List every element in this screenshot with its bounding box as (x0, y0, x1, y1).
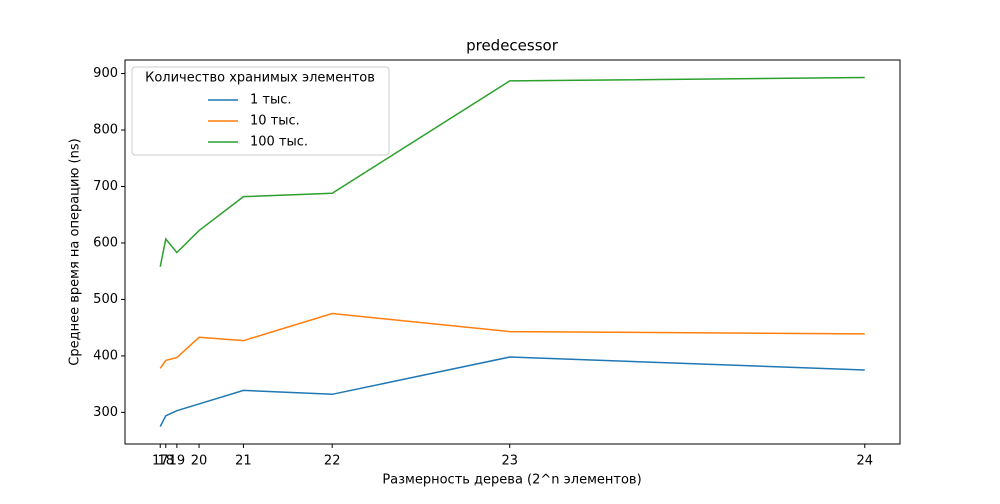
y-axis-label: Среднее время на операцию (ns) (68, 138, 83, 365)
plot-frame (124, 59, 901, 445)
legend-label: 10 тыс. (250, 114, 300, 129)
y-tick-label: 900 (93, 66, 118, 81)
series-line (159, 76, 865, 267)
x-tick-label: 24 (856, 454, 873, 469)
x-tick-label: 22 (324, 454, 341, 469)
y-tick-label: 300 (93, 405, 118, 420)
y-tick-label: 500 (93, 292, 118, 307)
legend-label: 100 тыс. (250, 135, 308, 150)
series-line (159, 356, 865, 427)
chart-title: predecessor (466, 37, 559, 55)
y-tick-label: 600 (93, 235, 118, 250)
y-tick-label: 700 (93, 179, 118, 194)
x-tick-label: 17 (152, 454, 169, 469)
x-tick-label: 23 (501, 454, 518, 469)
x-tick-label: 19 (169, 454, 186, 469)
x-tick-label: 18 (158, 454, 175, 469)
legend-box (131, 66, 390, 156)
x-tick-label: 21 (235, 454, 252, 469)
y-tick-label: 400 (93, 348, 118, 363)
x-axis-label: Размерность дерева (2^n элементов) (382, 473, 641, 488)
x-tick-label: 20 (191, 454, 208, 469)
legend-title: Количество хранимых элементов (145, 71, 375, 86)
y-tick-label: 800 (93, 123, 118, 138)
series-line (159, 312, 865, 369)
legend-label: 1 тыс. (250, 93, 292, 108)
